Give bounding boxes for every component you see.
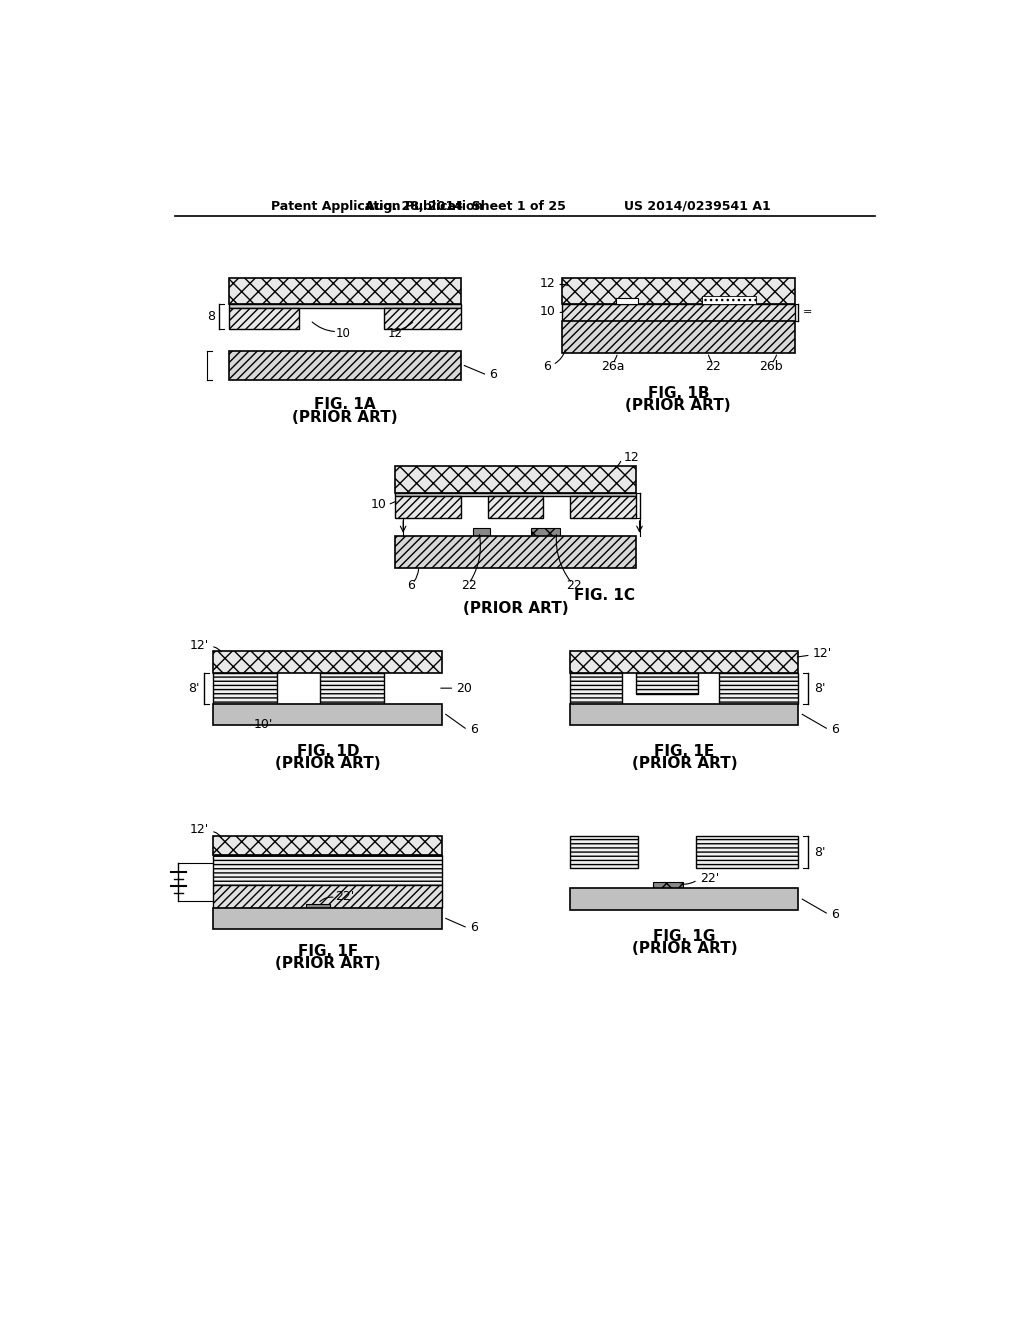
Text: FIG. 1A: FIG. 1A: [314, 397, 376, 412]
Text: 6: 6: [407, 579, 415, 593]
Text: (PRIOR ART): (PRIOR ART): [275, 956, 381, 972]
Bar: [395, 496, 461, 517]
Bar: [569, 888, 799, 909]
Text: 22: 22: [461, 579, 477, 593]
Text: 8': 8': [814, 681, 825, 694]
Text: (PRIOR ART): (PRIOR ART): [275, 756, 381, 771]
Bar: [569, 673, 623, 704]
Bar: [569, 704, 799, 725]
Bar: [531, 528, 560, 536]
Text: 6: 6: [470, 921, 477, 935]
Text: FIG. 1D: FIG. 1D: [297, 743, 359, 759]
Bar: [701, 296, 756, 304]
Text: (PRIOR ART): (PRIOR ART): [463, 601, 568, 615]
Text: (PRIOR ART): (PRIOR ART): [626, 399, 731, 413]
Text: FIG. 1G: FIG. 1G: [653, 928, 716, 944]
Text: 22': 22': [336, 890, 354, 903]
Text: 6: 6: [544, 360, 551, 372]
Bar: [213, 855, 442, 884]
Text: 22: 22: [706, 360, 721, 372]
Bar: [213, 908, 442, 929]
Bar: [636, 673, 697, 694]
Bar: [213, 884, 442, 908]
Text: FIG. 1E: FIG. 1E: [654, 743, 715, 759]
Bar: [562, 304, 795, 321]
Text: 6: 6: [830, 908, 839, 921]
Bar: [719, 673, 799, 704]
Text: 10: 10: [371, 499, 386, 511]
Text: 8': 8': [814, 846, 825, 859]
Bar: [395, 536, 636, 568]
Bar: [569, 496, 636, 517]
Text: =: =: [803, 308, 812, 317]
Bar: [213, 836, 442, 855]
Bar: [569, 836, 638, 869]
Text: 26a: 26a: [601, 360, 624, 372]
Text: 22: 22: [565, 579, 582, 593]
Text: 12': 12': [190, 639, 209, 652]
Bar: [228, 308, 299, 330]
Text: Aug. 28, 2014  Sheet 1 of 25: Aug. 28, 2014 Sheet 1 of 25: [365, 199, 565, 213]
Text: 6: 6: [830, 723, 839, 737]
Text: 22': 22': [700, 871, 719, 884]
Bar: [653, 882, 683, 888]
Text: 12: 12: [624, 450, 640, 463]
Text: 26b: 26b: [760, 360, 783, 372]
Text: 12': 12': [812, 647, 831, 660]
Text: 10': 10': [254, 718, 273, 731]
Bar: [306, 904, 330, 909]
Bar: [488, 496, 543, 517]
Text: 20: 20: [456, 681, 472, 694]
Text: US 2014/0239541 A1: US 2014/0239541 A1: [624, 199, 771, 213]
Bar: [473, 528, 489, 536]
Bar: [213, 704, 442, 725]
Text: Patent Application Publication: Patent Application Publication: [271, 199, 483, 213]
Bar: [321, 673, 384, 704]
Bar: [616, 298, 638, 304]
Text: (PRIOR ART): (PRIOR ART): [632, 756, 737, 771]
Text: FIG. 1F: FIG. 1F: [298, 944, 358, 960]
Text: 12: 12: [388, 326, 402, 339]
Bar: [213, 673, 276, 704]
Bar: [395, 492, 636, 496]
Bar: [562, 321, 795, 354]
Text: 8': 8': [187, 681, 200, 694]
Text: 8: 8: [207, 310, 215, 323]
Text: 10: 10: [540, 305, 556, 318]
Bar: [213, 651, 442, 673]
Bar: [569, 651, 799, 673]
Text: 12: 12: [540, 277, 556, 290]
Text: (PRIOR ART): (PRIOR ART): [632, 941, 737, 956]
Text: (PRIOR ART): (PRIOR ART): [292, 409, 397, 425]
Bar: [696, 836, 799, 869]
Bar: [228, 351, 461, 380]
Text: FIG. 1C: FIG. 1C: [573, 589, 635, 603]
Bar: [228, 304, 461, 308]
Bar: [395, 466, 636, 492]
Text: 12': 12': [190, 824, 209, 837]
Bar: [384, 308, 461, 330]
Text: 6: 6: [489, 368, 497, 381]
Bar: [228, 277, 461, 304]
Text: FIG. 1B: FIG. 1B: [647, 385, 709, 401]
Text: 10: 10: [336, 326, 351, 339]
Text: 6: 6: [470, 723, 477, 737]
Bar: [562, 277, 795, 304]
